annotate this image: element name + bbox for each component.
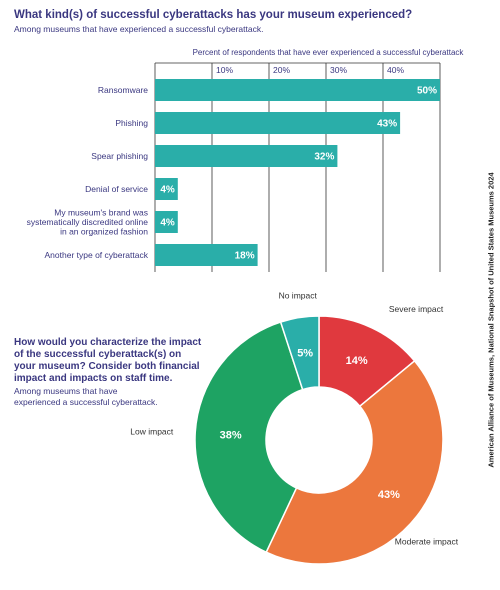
donut-value-label: 38% bbox=[220, 429, 242, 441]
bar-tick-label: 30% bbox=[330, 65, 347, 75]
bar-value-label: 18% bbox=[235, 251, 255, 262]
bar bbox=[155, 145, 338, 167]
bar-category-label: Spear phishing bbox=[91, 151, 148, 161]
donut-chart-title: How would you characterize the impact of… bbox=[14, 337, 202, 384]
donut-slice-low bbox=[194, 321, 304, 554]
bar-category-label: My museum's brand was systematically disc… bbox=[27, 208, 149, 237]
bar-value-label: 50% bbox=[417, 86, 437, 97]
bar-tick-labels: 10% 20% 30% 40% bbox=[216, 65, 404, 75]
donut-category-label: Low impact bbox=[130, 426, 174, 436]
bar-value-label: 4% bbox=[160, 185, 175, 196]
bar-chart: Percent of respondents that have ever ex… bbox=[27, 48, 465, 272]
donut-slice-none bbox=[279, 315, 320, 391]
bar-marks: 50% Ransomware 43% Phishing 32% Spear phishin… bbox=[27, 79, 440, 266]
bar-value-label: 4% bbox=[160, 218, 175, 229]
bar-tick-label: 40% bbox=[387, 65, 404, 75]
bar bbox=[155, 79, 440, 101]
bar-axis-title: Percent of respondents that have ever ex… bbox=[193, 48, 465, 57]
bar bbox=[155, 112, 401, 134]
donut-slice-severe bbox=[318, 315, 416, 408]
donut-category-label: Moderate impact bbox=[395, 536, 459, 546]
bar bbox=[155, 211, 178, 233]
donut-category-label: No impact bbox=[279, 291, 318, 301]
bar bbox=[155, 178, 178, 200]
donut-value-label: 5% bbox=[297, 348, 313, 360]
donut-category-label: Severe impact bbox=[389, 304, 444, 314]
source-credit: American Alliance of Museums, National S… bbox=[486, 172, 496, 468]
bar-value-label: 32% bbox=[314, 152, 334, 163]
donut-value-label: 14% bbox=[346, 355, 368, 367]
bar-category-label: Another type of cyberattack bbox=[45, 250, 149, 260]
donut-value-label: 43% bbox=[378, 489, 400, 501]
donut-marks: 14% Severe impact 43% Moderate impact 38% Low… bbox=[130, 291, 459, 565]
bar bbox=[155, 244, 258, 266]
bar-category-label: Phishing bbox=[115, 118, 148, 128]
bar-value-label: 43% bbox=[377, 119, 397, 130]
bar-category-label: Ransomware bbox=[98, 85, 148, 95]
donut-slice-moderate bbox=[265, 359, 444, 565]
bar-tick-label: 10% bbox=[216, 65, 233, 75]
donut-chart-subtitle: Among museums that have experienced a su… bbox=[14, 386, 158, 407]
bar-tick-label: 20% bbox=[273, 65, 290, 75]
bar-category-label: Denial of service bbox=[85, 184, 148, 194]
bar-chart-title: What kind(s) of successful cyberattacks … bbox=[14, 9, 413, 21]
bar-chart-subtitle: Among museums that have experienced a su… bbox=[14, 24, 264, 34]
